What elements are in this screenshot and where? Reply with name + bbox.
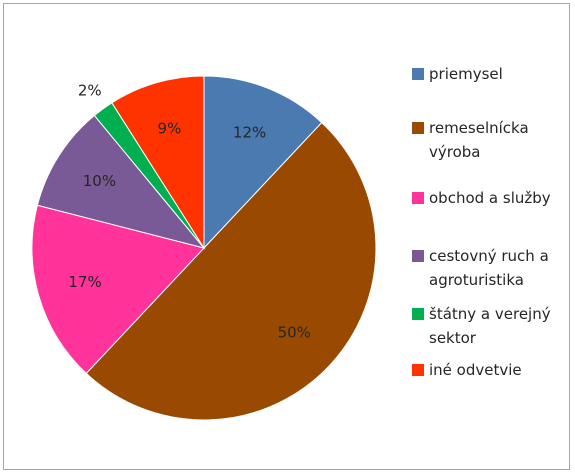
legend-label: priemysel — [429, 65, 503, 83]
legend-swatch — [412, 122, 424, 134]
legend-swatch — [412, 364, 424, 376]
legend-label: remeselnícka výroba — [429, 119, 529, 161]
data-label: 17% — [68, 273, 101, 291]
data-label: 2% — [78, 81, 102, 99]
legend-entry: iné odvetvie — [412, 358, 575, 382]
pie-slice — [111, 75, 205, 250]
legend-label: obchod a služby — [429, 189, 551, 207]
legend-entry: štátny a verejný sektor — [412, 302, 575, 350]
legend-entry: cestovný ruch a agroturistika — [412, 244, 575, 292]
legend-swatch — [412, 250, 424, 262]
pie-slice — [36, 114, 206, 249]
legend-entry: remeselnícka výroba — [412, 116, 575, 164]
data-label: 50% — [278, 323, 311, 341]
data-label: 10% — [83, 172, 116, 190]
pie-slice — [203, 75, 323, 250]
legend-entry: priemysel — [412, 62, 575, 86]
legend-entry: obchod a služby — [412, 186, 575, 210]
legend-swatch — [412, 308, 424, 320]
data-label: 9% — [158, 120, 182, 138]
legend-swatch — [412, 192, 424, 204]
legend-swatch — [412, 68, 424, 80]
legend-label: štátny a verejný sektor — [429, 305, 551, 347]
legend-label: cestovný ruch a agroturistika — [429, 247, 549, 289]
legend-label: iné odvetvie — [429, 361, 522, 379]
chart-frame — [3, 3, 570, 470]
data-label: 12% — [233, 123, 266, 141]
pie-slice — [85, 121, 377, 421]
pie-slice — [31, 204, 205, 375]
